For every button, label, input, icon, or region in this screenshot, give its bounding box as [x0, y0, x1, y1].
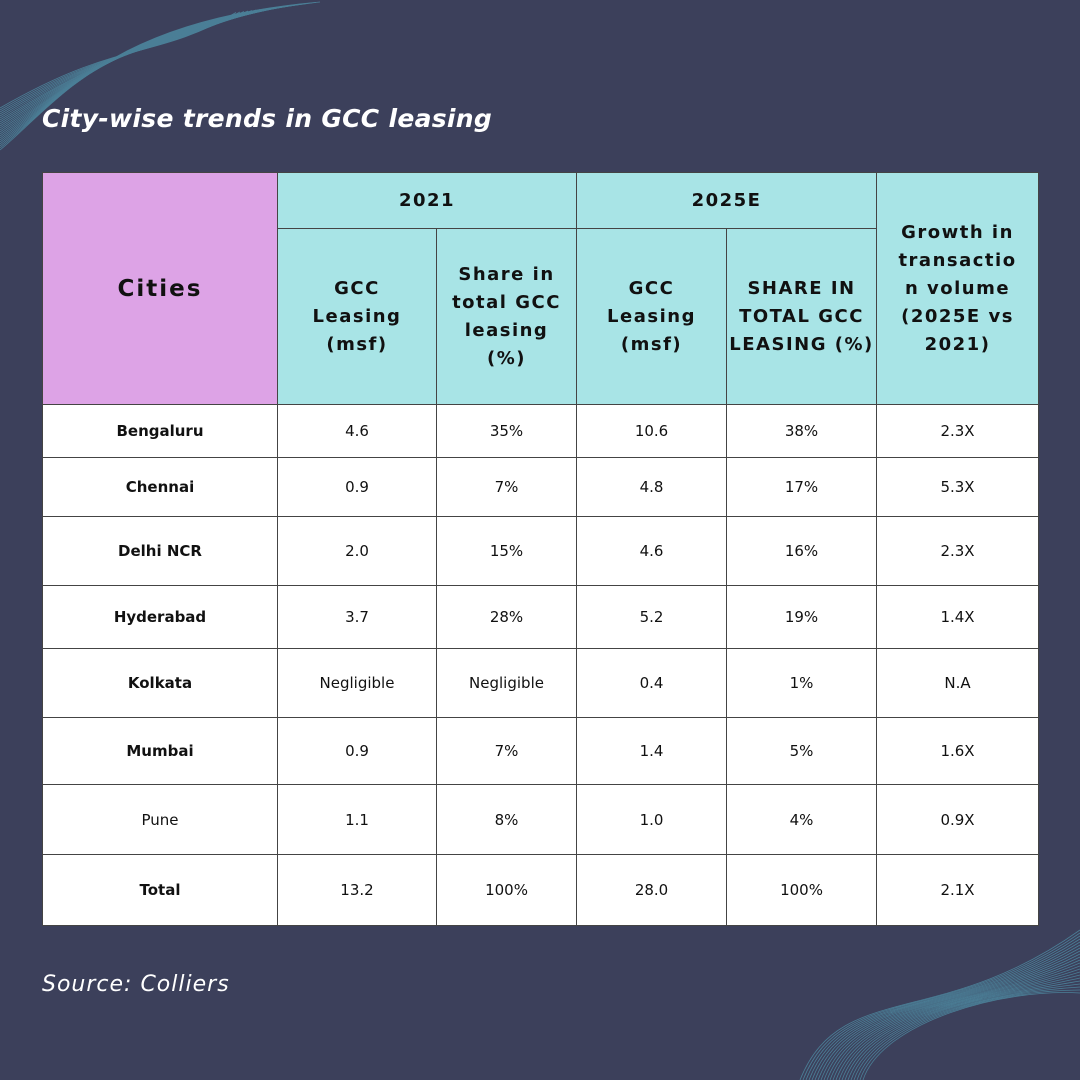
table-cell: 100% [435, 854, 578, 926]
city-name: Hyderabad [42, 585, 278, 649]
table-cell: 4.6 [576, 516, 728, 586]
table-cell: 1.4X [876, 585, 1040, 649]
table-cell: 0.9X [876, 784, 1040, 855]
table-cell: 1.1 [277, 784, 437, 855]
table-cell: 3.7 [277, 585, 437, 649]
table-cell: 19% [726, 585, 878, 649]
city-name: Chennai [42, 457, 278, 517]
wave-decoration-bottom [799, 929, 1080, 1080]
table-row: Chennai 0.9 7% 4.8 17% 5.3X [42, 457, 1040, 517]
table-cell: Negligible [435, 648, 578, 718]
cities-header: Cities [42, 172, 278, 405]
table-cell: 5.2 [576, 585, 728, 649]
table-cell: 5.3X [876, 457, 1040, 517]
table-row: Hyderabad 3.7 28% 5.2 19% 1.4X [42, 585, 1040, 649]
table-cell: 2.0 [277, 516, 437, 586]
table-cell: 1.0 [576, 784, 728, 855]
table-row: Total 13.2 100% 28.0 100% 2.1X [42, 854, 1040, 926]
table-cell: 4% [726, 784, 878, 855]
city-name: Delhi NCR [42, 516, 278, 586]
table-cell: 38% [726, 404, 878, 458]
table-cell: 0.4 [576, 648, 728, 718]
table-row: Mumbai 0.9 7% 1.4 5% 1.6X [42, 717, 1040, 785]
wave-decoration-top [0, 1, 321, 151]
share-2021-header: Share in total GCC leasing (%) [435, 228, 578, 405]
table-cell: 7% [435, 457, 578, 517]
city-name: Pune [42, 784, 278, 855]
table-cell: 10.6 [576, 404, 728, 458]
gcc-leasing-2025e-header: GCC Leasing (msf) [576, 228, 728, 405]
table-cell: Negligible [277, 648, 437, 718]
table-cell: 5% [726, 717, 878, 785]
table-row: Bengaluru 4.6 35% 10.6 38% 2.3X [42, 404, 1040, 458]
table-cell: 17% [726, 457, 878, 517]
table-cell: 35% [435, 404, 578, 458]
table-cell: N.A [876, 648, 1040, 718]
table-cell: 2.3X [876, 516, 1040, 586]
table-cell: 1% [726, 648, 878, 718]
year-2021-header: 2021 [276, 172, 578, 229]
city-name: Kolkata [42, 648, 278, 718]
table-cell: 1.4 [576, 717, 728, 785]
table-cell: 4.6 [277, 404, 437, 458]
table-cell: 100% [726, 854, 878, 926]
gcc-leasing-table: Cities 2021 2025E Growth in transactio n… [42, 172, 1040, 926]
table-cell: 1.6X [876, 717, 1040, 785]
city-name: Total [42, 854, 278, 926]
table-cell: 15% [435, 516, 578, 586]
table-cell: 4.8 [576, 457, 728, 517]
gcc-leasing-2021-header: GCC Leasing (msf) [277, 228, 437, 405]
table-row: Pune 1.1 8% 1.0 4% 0.9X [42, 784, 1040, 855]
table-cell: 2.1X [876, 854, 1040, 926]
page-title: City-wise trends in GCC leasing [42, 104, 493, 133]
share-2025e-header: SHARE IN TOTAL GCC LEASING (%) [726, 228, 878, 405]
table-cell: 0.9 [277, 457, 437, 517]
year-2025e-header: 2025E [576, 172, 878, 229]
table-cell: 16% [726, 516, 878, 586]
table-cell: 2.3X [876, 404, 1040, 458]
table-row: Delhi NCR 2.0 15% 4.6 16% 2.3X [42, 516, 1040, 586]
table-cell: 28.0 [576, 854, 728, 926]
table-cell: 0.9 [277, 717, 437, 785]
source-note: Source: Colliers [42, 972, 230, 997]
table-cell: 28% [435, 585, 578, 649]
table-cell: 13.2 [277, 854, 437, 926]
city-name: Mumbai [42, 717, 278, 785]
growth-header: Growth in transactio n volume (2025E vs … [876, 172, 1040, 405]
city-name: Bengaluru [42, 404, 278, 458]
table-cell: 7% [435, 717, 578, 785]
table-cell: 8% [435, 784, 578, 855]
table-row: Kolkata Negligible Negligible 0.4 1% N.A [42, 648, 1040, 718]
